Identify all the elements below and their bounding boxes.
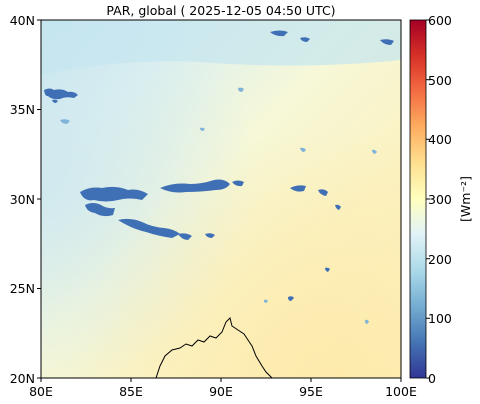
map-panel <box>41 20 401 378</box>
cloud-patches <box>44 30 394 301</box>
colorbar-gradient <box>409 19 427 379</box>
y-tick-label: 25N <box>10 281 35 296</box>
colorbar-label: [Wm⁻²] <box>458 176 473 222</box>
colorbar-tick-label: 0 <box>428 371 436 386</box>
y-tick-label: 30N <box>10 192 35 207</box>
x-tick-label: 85E <box>119 384 143 399</box>
x-axis: 80E 85E 90E 95E 100E <box>29 378 417 399</box>
coastline <box>155 317 273 378</box>
y-tick-label: 35N <box>10 102 35 117</box>
colorbar-tick-label: 200 <box>428 252 452 267</box>
colorbar-tick-label: 300 <box>428 192 452 207</box>
y-axis: 40N 35N 30N 25N 20N <box>10 13 41 386</box>
x-tick-label: 95E <box>299 384 323 399</box>
map-title: PAR, global ( 2025-12-05 04:50 UTC) <box>106 3 336 18</box>
colorbar-tick-label: 400 <box>428 132 452 147</box>
colorbar: 600 500 400 300 200 100 0 [Wm⁻²] <box>409 13 473 386</box>
colorbar-tick-label: 500 <box>428 73 452 88</box>
x-tick-label: 80E <box>29 384 53 399</box>
x-tick-label: 90E <box>209 384 233 399</box>
y-tick-label: 20N <box>10 371 35 386</box>
colorbar-tick-label: 600 <box>428 13 452 28</box>
y-tick-label: 40N <box>10 13 35 28</box>
x-tick-label: 100E <box>385 384 417 399</box>
colorbar-tick-label: 100 <box>428 311 452 326</box>
